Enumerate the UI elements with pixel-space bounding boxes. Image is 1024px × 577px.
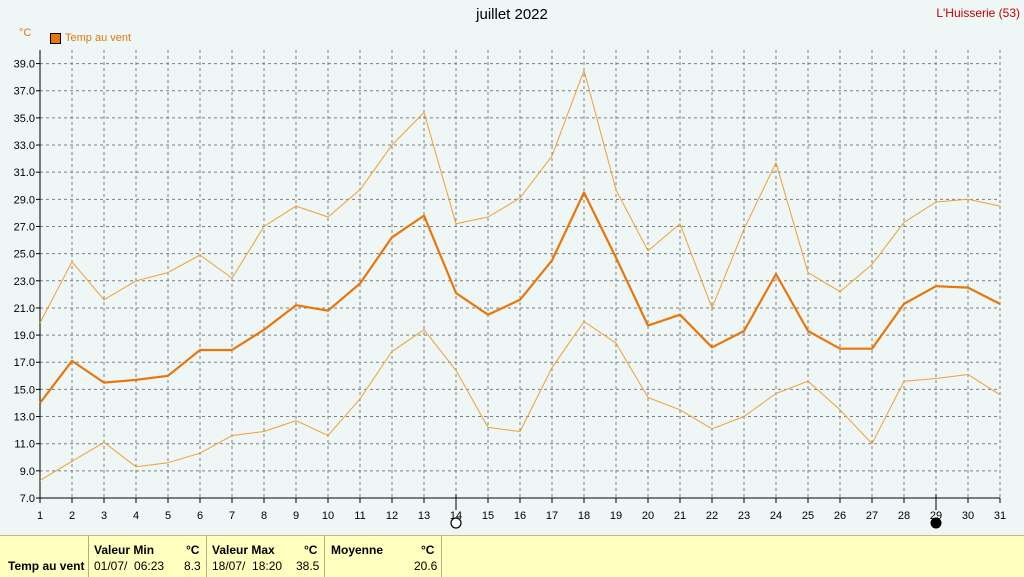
x-tick-label: 20 (642, 510, 654, 522)
x-tick-label: 5 (165, 510, 171, 522)
x-tick-label: 12 (386, 510, 398, 522)
x-tick-label: 4 (133, 510, 139, 522)
x-tick-label: 8 (261, 510, 267, 522)
x-tick-label: 1 (37, 510, 43, 522)
new-moon-icon (450, 517, 462, 529)
avg-value: 20.6 (414, 559, 438, 573)
y-tick-label: 39.0 (14, 59, 35, 71)
series-line-min (39, 321, 1001, 481)
x-tick-label: 13 (418, 510, 430, 522)
min-unit: °C (186, 543, 200, 557)
max-header: Valeur Max (212, 543, 275, 557)
summary-row-label: Temp au vent (8, 559, 85, 573)
max-unit: °C (304, 543, 318, 557)
x-tick-label: 16 (514, 510, 526, 522)
y-axis-unit: °C (19, 27, 32, 39)
series-line-max (39, 69, 1001, 324)
x-tick-label: 18 (578, 510, 590, 522)
min-header: Valeur Min (94, 543, 155, 557)
y-tick-label: 13.0 (14, 412, 35, 424)
avg-unit: °C (421, 543, 435, 557)
station-name: L'Huisserie (53) (936, 6, 1020, 20)
separator (324, 536, 325, 577)
min-value: 8.3 (184, 559, 201, 573)
x-tick-label: 28 (898, 510, 910, 522)
max-value: 38.5 (296, 559, 320, 573)
separator (206, 536, 207, 577)
chart-title: juillet 2022 (476, 6, 548, 23)
x-tick-label: 3 (101, 510, 107, 522)
y-tick-label: 35.0 (14, 113, 35, 125)
y-tick-label: 15.0 (14, 384, 35, 396)
x-tick-label: 25 (802, 510, 814, 522)
x-tick-label: 19 (610, 510, 622, 522)
x-tick-label: 11 (354, 510, 365, 522)
legend: Temp au vent (50, 32, 131, 44)
y-tick-label: 9.0 (20, 466, 35, 478)
x-tick-label: 26 (834, 510, 846, 522)
y-tick-label: 7.0 (20, 493, 35, 505)
y-tick-label: 33.0 (14, 140, 35, 152)
x-tick-label: 2 (69, 510, 75, 522)
x-tick-label: 17 (546, 510, 558, 522)
temperature-chart: 7.09.011.013.015.017.019.021.023.025.027… (14, 50, 1006, 529)
x-tick-label: 7 (229, 510, 235, 522)
series-line-mean (39, 191, 1001, 404)
x-tick-label: 27 (866, 510, 878, 522)
summary-table: Temp au vent Valeur Min °C 01/07/ 06:23 … (0, 535, 1024, 577)
y-tick-label: 23.0 (14, 276, 35, 288)
separator (441, 536, 442, 577)
y-tick-label: 37.0 (14, 86, 35, 98)
legend-label: Temp au vent (65, 32, 132, 44)
x-tick-label: 23 (738, 510, 750, 522)
x-tick-label: 31 (994, 510, 1006, 522)
y-tick-label: 25.0 (14, 249, 35, 261)
max-date: 18/07/ 18:20 (212, 559, 283, 573)
legend-swatch (50, 32, 61, 44)
separator (88, 536, 89, 577)
x-tick-label: 9 (293, 510, 299, 522)
x-tick-label: 24 (770, 510, 782, 522)
y-tick-label: 17.0 (14, 357, 35, 369)
x-tick-label: 15 (482, 510, 494, 522)
avg-header: Moyenne (331, 543, 384, 557)
x-tick-label: 6 (197, 510, 203, 522)
y-tick-label: 29.0 (14, 194, 35, 206)
x-tick-label: 30 (962, 510, 974, 522)
y-tick-label: 27.0 (14, 221, 35, 233)
y-tick-label: 31.0 (14, 167, 35, 179)
y-tick-label: 11.0 (14, 439, 35, 451)
x-tick-label: 22 (706, 510, 718, 522)
y-tick-label: 21.0 (14, 303, 35, 315)
x-tick-label: 10 (322, 510, 334, 522)
full-moon-icon (930, 517, 942, 529)
y-tick-label: 19.0 (14, 330, 35, 342)
x-tick-label: 21 (674, 510, 686, 522)
min-date: 01/07/ 06:23 (94, 559, 165, 573)
